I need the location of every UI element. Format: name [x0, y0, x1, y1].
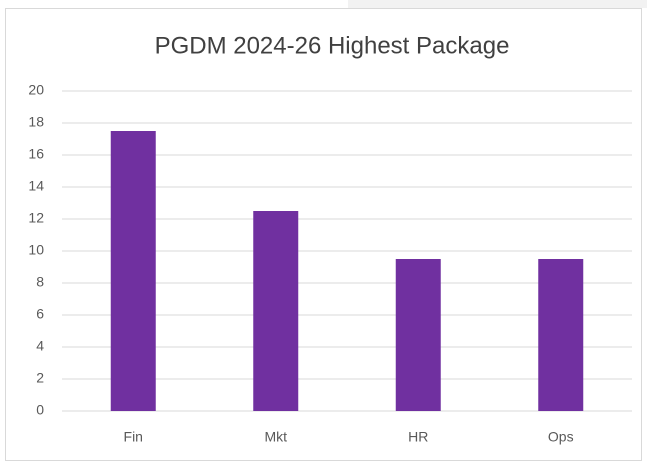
y-tick-label: 12	[28, 210, 44, 226]
bar	[395, 259, 441, 411]
bar	[538, 259, 584, 411]
y-tick-label: 4	[36, 338, 44, 354]
bar	[110, 131, 156, 411]
background-strip	[348, 0, 647, 8]
x-tick-label: HR	[408, 429, 428, 445]
y-tick-label: 14	[28, 178, 44, 194]
y-tick-label: 8	[36, 274, 44, 290]
x-tick-label: Mkt	[264, 429, 287, 445]
y-tick-label: 20	[28, 82, 44, 98]
chart-title: PGDM 2024-26 Highest Package	[155, 32, 510, 59]
y-tick-label: 0	[36, 402, 44, 418]
y-tick-label: 10	[28, 242, 44, 258]
y-tick-label: 18	[28, 114, 44, 130]
x-tick-label: Fin	[124, 429, 143, 445]
bar	[253, 211, 299, 411]
x-tick-label: Ops	[548, 429, 574, 445]
y-tick-label: 6	[36, 306, 44, 322]
y-tick-label: 16	[28, 146, 44, 162]
y-tick-label: 2	[36, 370, 44, 386]
